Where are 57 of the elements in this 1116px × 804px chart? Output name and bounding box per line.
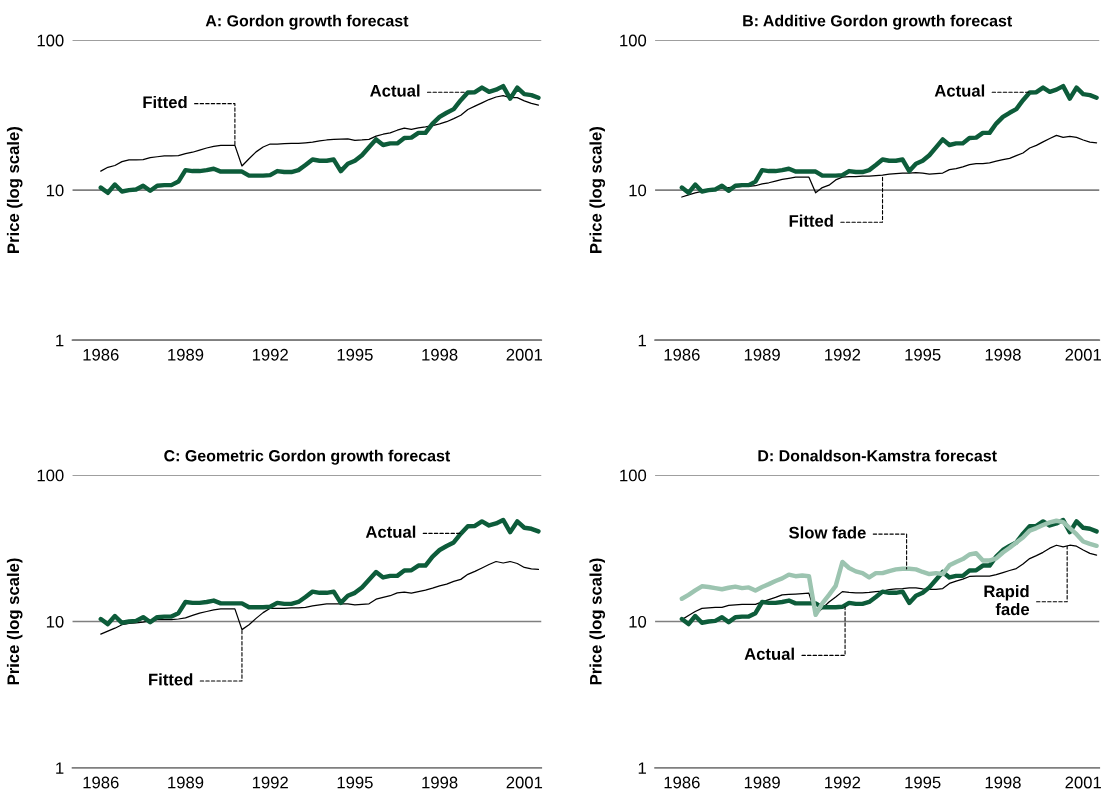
x-tick-label: 1992 — [825, 348, 861, 361]
y-tick-label: 10 — [46, 184, 64, 197]
y-axis-title: Price (log scale) — [6, 558, 23, 685]
x-tick-label: 1995 — [337, 348, 373, 361]
y-tick-label: 1 — [638, 334, 646, 347]
y-axis-title: Price (log scale) — [589, 127, 606, 253]
x-tick-label: 1986 — [664, 348, 700, 361]
x-tick-label: 1992 — [252, 348, 288, 361]
y-tick-label: 1 — [56, 762, 64, 774]
x-tick-label: 1995 — [905, 776, 941, 789]
x-tick-label: 1995 — [905, 348, 941, 361]
x-tick-label: 1998 — [985, 776, 1021, 789]
x-tick-label: 1989 — [168, 348, 204, 361]
line-series — [98, 517, 541, 627]
y-tick-label: 10 — [629, 184, 647, 197]
y-tick-label: 100 — [620, 469, 647, 482]
x-tick-label: 1989 — [744, 776, 780, 789]
x-tick-label: 1986 — [83, 348, 119, 361]
chart-title: B: Additive Gordon growth forecast — [743, 14, 1013, 30]
annotation: Fitted — [149, 673, 193, 686]
chart-title: A: Gordon growth forecast — [205, 14, 409, 30]
y-axis-title: Price (log scale) — [6, 127, 23, 253]
annotation: Fitted — [143, 95, 187, 109]
x-tick-label: 2001 — [506, 776, 543, 789]
y-tick-label: 100 — [37, 469, 64, 482]
x-tick-label: 1998 — [985, 348, 1021, 361]
annotation: Slow fade — [789, 526, 866, 539]
annotation: Fitted — [789, 214, 833, 227]
annotation: Actual — [370, 84, 420, 97]
x-tick-label: 2001 — [506, 348, 543, 361]
y-tick-label: 1 — [638, 762, 646, 774]
chart-title: C: Geometric Gordon growth forecast — [164, 449, 451, 465]
annotation: Actual — [365, 525, 416, 538]
y-tick-label: 100 — [620, 34, 647, 47]
x-tick-label: 1998 — [422, 776, 458, 789]
x-tick-label: 1989 — [168, 776, 204, 789]
y-tick-label: 10 — [46, 615, 64, 628]
chart-title: D: Donaldson-Kamstra forecast — [758, 449, 997, 462]
x-tick-label: 1989 — [744, 348, 780, 361]
x-tick-label: 2001 — [1065, 776, 1101, 789]
annotation: Actual — [744, 647, 794, 660]
x-tick-label: 1986 — [664, 776, 700, 789]
line-series — [98, 83, 541, 196]
line-series — [679, 83, 1099, 196]
x-tick-label: 1995 — [337, 776, 373, 789]
y-tick-label: 100 — [37, 34, 64, 47]
annotation: Rapid fade — [984, 585, 1030, 616]
x-tick-label: 2001 — [1065, 348, 1101, 361]
annotation: Actual — [934, 84, 985, 97]
x-tick-label: 1986 — [83, 776, 119, 789]
line-series — [681, 544, 1098, 621]
y-tick-label: 1 — [56, 334, 64, 347]
x-tick-label: 1992 — [825, 776, 861, 789]
x-tick-label: 1998 — [422, 348, 458, 361]
y-tick-label: 10 — [629, 615, 647, 628]
x-tick-label: 1992 — [252, 776, 288, 789]
y-axis-title: Price (log scale) — [589, 558, 606, 685]
